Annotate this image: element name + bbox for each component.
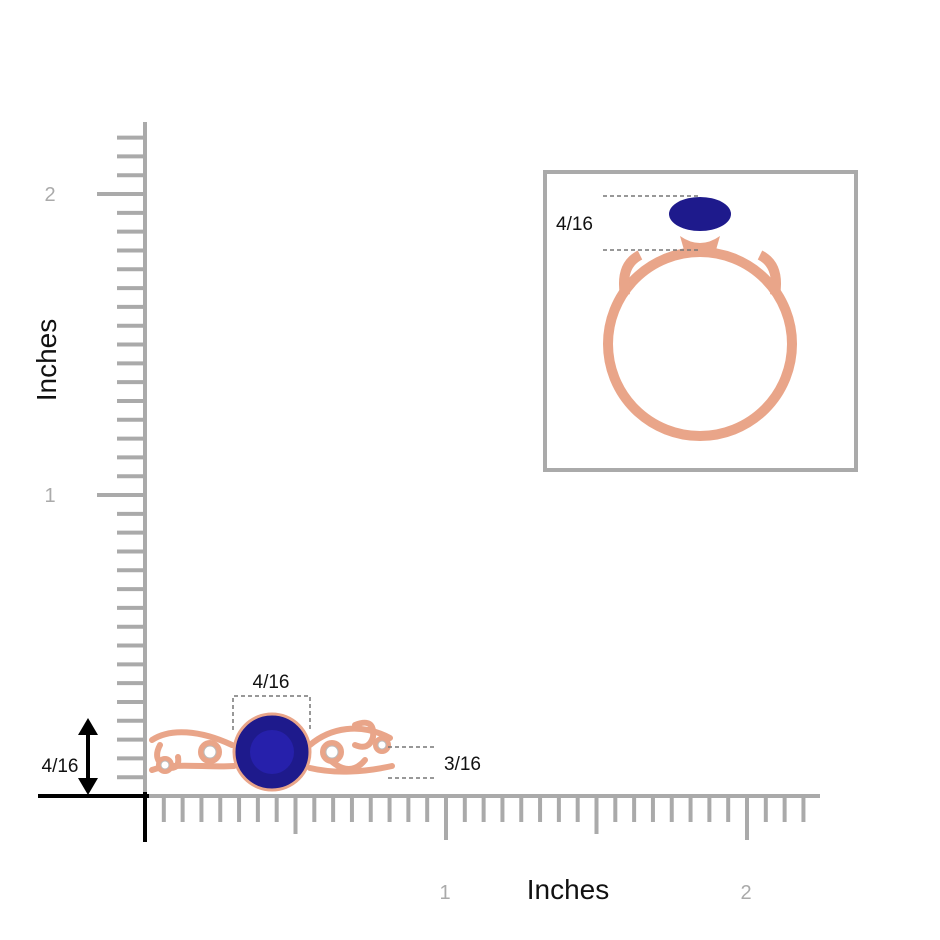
x-axis-title: Inches xyxy=(527,874,610,905)
ring-side xyxy=(149,719,395,775)
ring-front xyxy=(603,247,797,441)
x-tick-label: 1 xyxy=(439,882,450,904)
y-axis-title: Inches xyxy=(31,319,62,402)
band-width-label: 3/16 xyxy=(444,754,481,775)
inset-height-label: 4/16 xyxy=(556,214,593,235)
y-tick-label: 2 xyxy=(44,184,55,206)
y-tick-label: 1 xyxy=(44,485,55,507)
height-label: 4/16 xyxy=(42,756,79,777)
height-arrow xyxy=(78,718,98,795)
ruler xyxy=(97,135,806,840)
inset-gemstone xyxy=(669,197,731,231)
x-tick-label: 2 xyxy=(740,882,751,904)
stone-width-label: 4/16 xyxy=(253,672,290,693)
